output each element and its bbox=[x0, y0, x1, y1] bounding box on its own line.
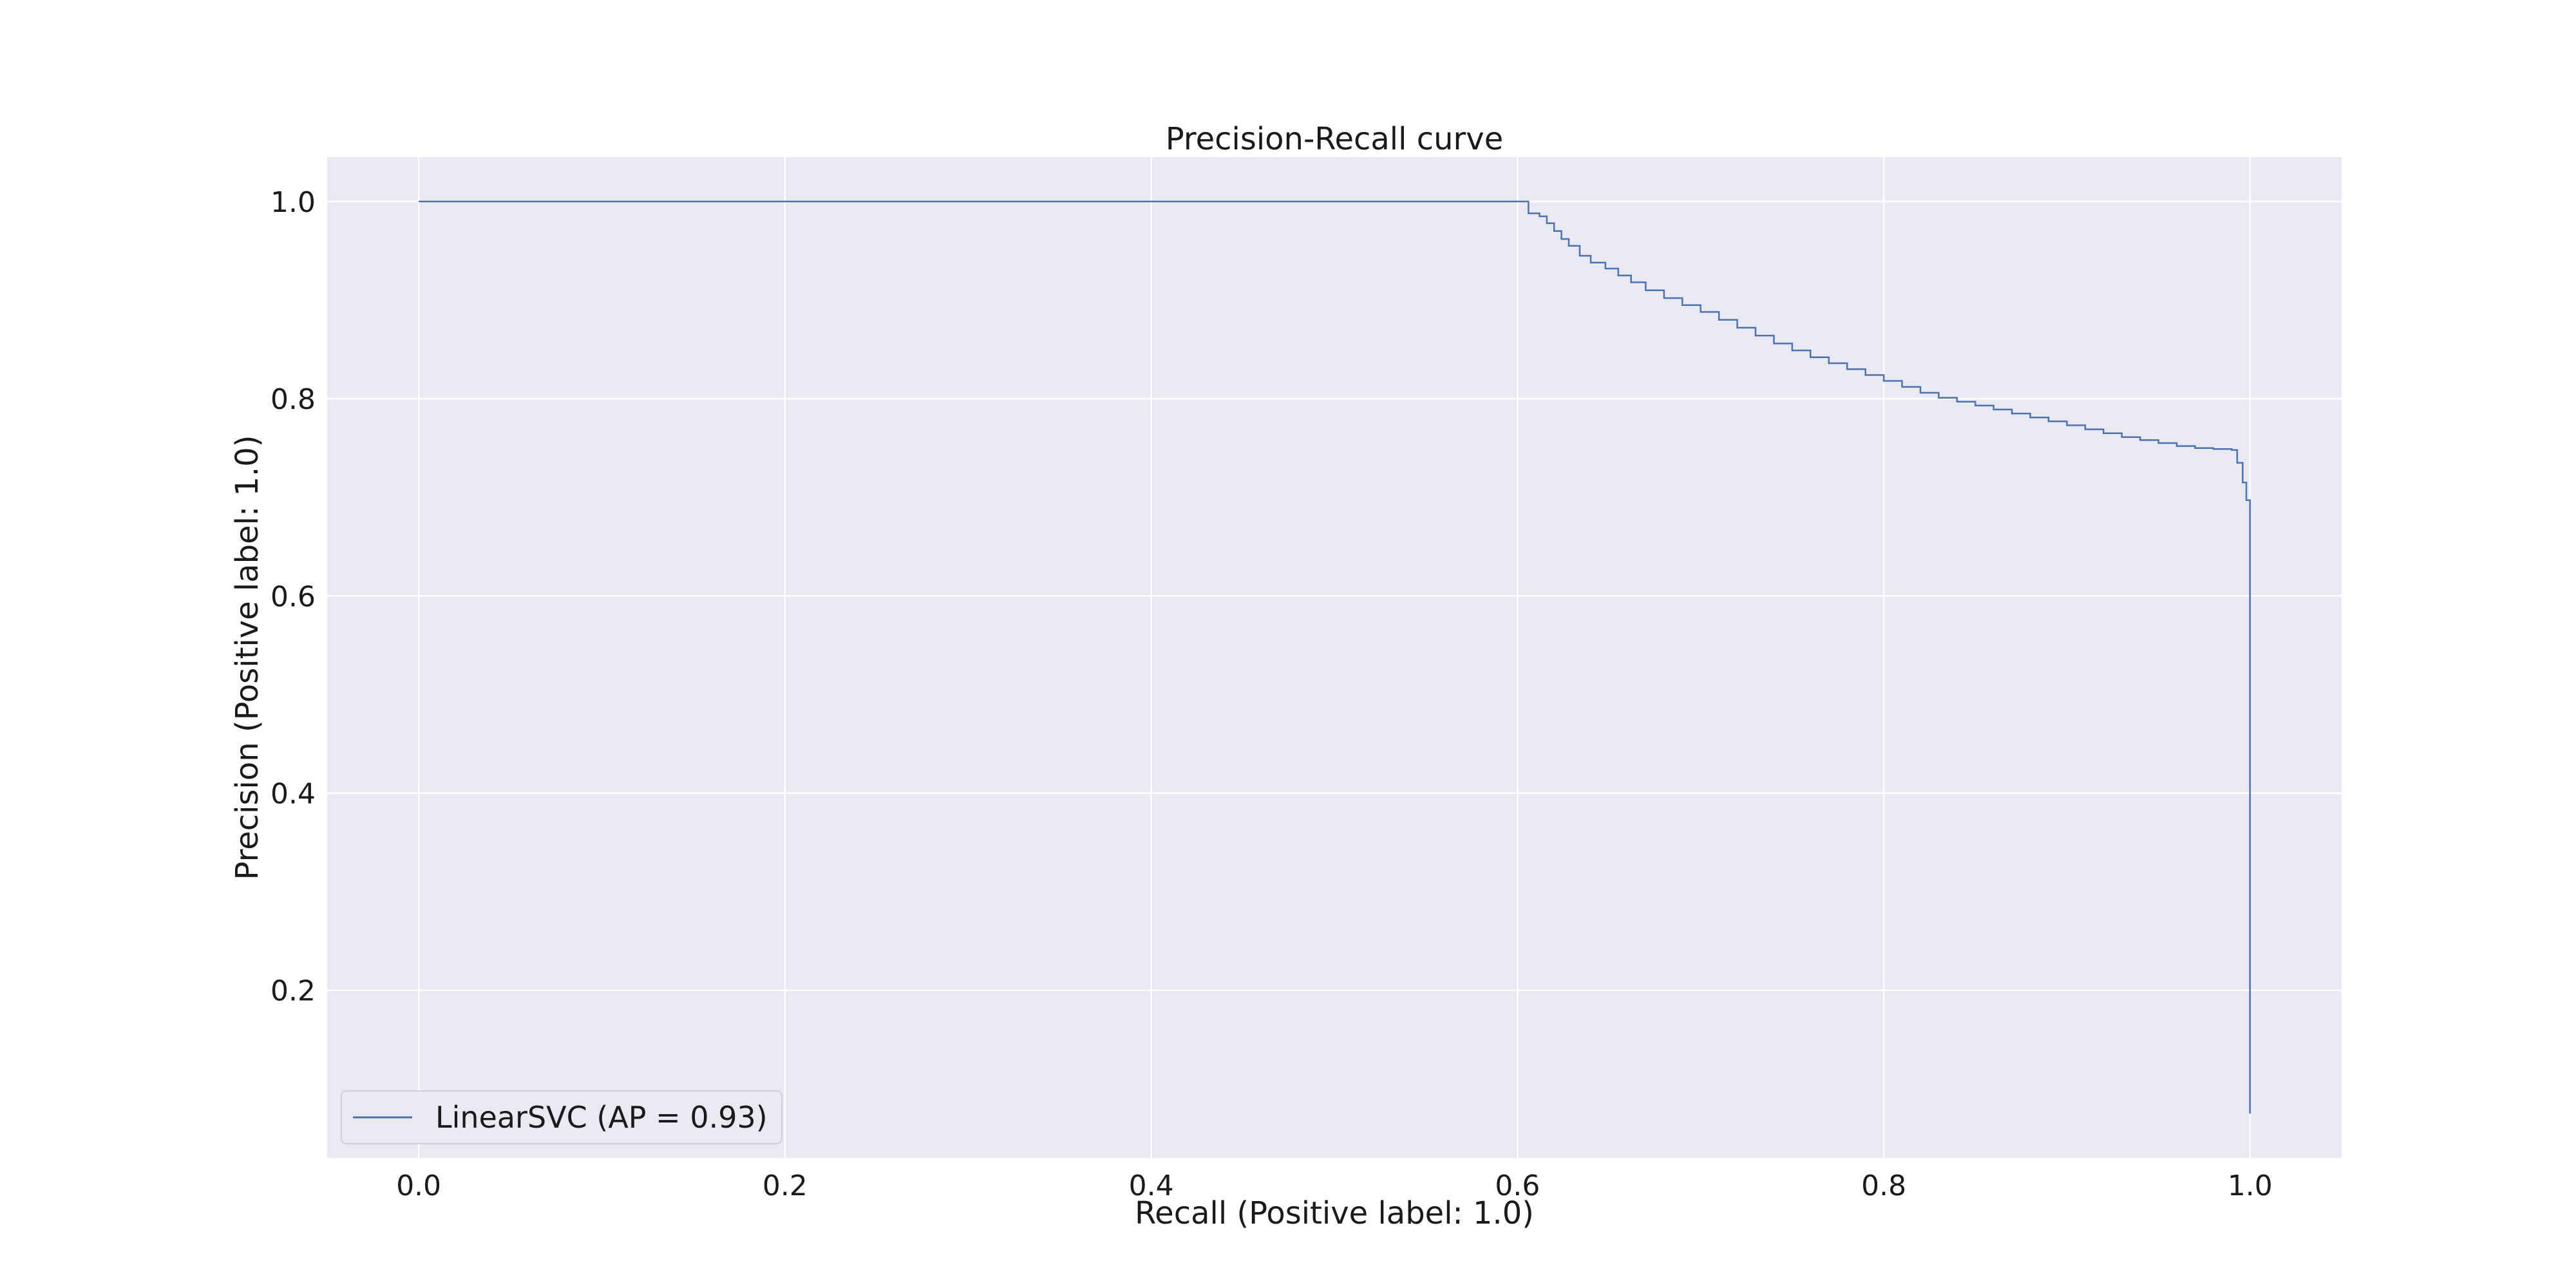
x-tick-labels: 0.0 0.2 0.4 0.6 0.8 1.0 bbox=[396, 1170, 2273, 1202]
y-tick-label: 0.8 bbox=[270, 383, 316, 416]
y-tick-label: 0.2 bbox=[270, 975, 316, 1008]
pr-curve-line bbox=[419, 200, 2251, 1114]
y-axis-label: Precision (Positive label: 1.0) bbox=[229, 435, 265, 880]
x-tick-label: 1.0 bbox=[2228, 1170, 2273, 1202]
x-tick-label: 0.4 bbox=[1129, 1170, 1174, 1202]
chart-title: Precision-Recall curve bbox=[1166, 121, 1503, 157]
y-tick-labels: 0.2 0.4 0.6 0.8 1.0 bbox=[270, 186, 316, 1008]
x-tick-label: 0.2 bbox=[762, 1170, 808, 1202]
y-tick-label: 0.4 bbox=[270, 778, 316, 811]
legend-box bbox=[341, 1090, 782, 1144]
legend-label: LinearSVC (AP = 0.93) bbox=[435, 1100, 768, 1135]
y-tick-label: 0.6 bbox=[270, 580, 316, 613]
x-tick-label: 0.8 bbox=[1861, 1170, 1906, 1202]
x-axis-label: Recall (Positive label: 1.0) bbox=[1135, 1195, 1534, 1231]
plot-area bbox=[327, 157, 2342, 1158]
y-tick-label: 1.0 bbox=[270, 186, 316, 219]
x-tick-label: 0.0 bbox=[396, 1170, 441, 1202]
legend: LinearSVC (AP = 0.93) bbox=[341, 1090, 782, 1144]
x-tick-label: 0.6 bbox=[1495, 1170, 1540, 1202]
